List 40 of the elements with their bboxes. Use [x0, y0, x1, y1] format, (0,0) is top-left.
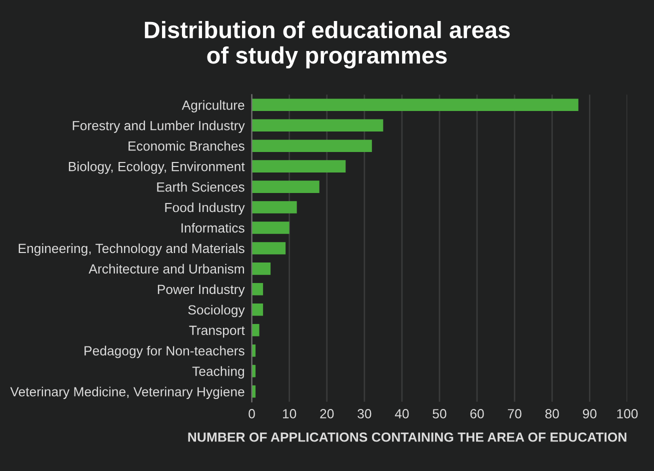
y-tick-label: Teaching: [192, 366, 244, 379]
x-tick-label: 20: [320, 409, 334, 418]
bar: [252, 262, 271, 275]
y-tick-label: Veterinary Medicine, Veterinary Hygiene: [10, 386, 244, 400]
y-tick-label: Power Industry: [158, 284, 245, 297]
y-tick-label: Food Industry: [165, 202, 245, 215]
bar: [252, 119, 384, 132]
bar: [252, 303, 264, 316]
bar: [252, 98, 578, 112]
chart-title: Distribution of educational areas of study programmes: [144, 20, 510, 69]
x-tick-label: 70: [508, 409, 522, 418]
x-tick-label: 10: [283, 409, 296, 418]
y-tick-label: Economic Branches: [128, 141, 244, 151]
bar: [252, 324, 260, 336]
x-tick-label: 90: [582, 409, 596, 418]
x-tick-label: 100: [617, 409, 638, 418]
x-tick-label: 50: [432, 409, 446, 418]
bar: [252, 140, 372, 152]
y-tick-label: Pedagogy for Non-teachers: [84, 346, 244, 358]
bar: [252, 242, 286, 254]
y-tick-label: Agriculture: [182, 100, 244, 112]
x-tick-label: 30: [358, 409, 372, 418]
x-tick-label: 0: [248, 409, 255, 418]
y-tick-label: Forestry and Lumber Industry: [72, 120, 245, 133]
y-tick-label: Earth Sciences: [157, 182, 244, 192]
bar: [252, 180, 320, 193]
bar: [252, 160, 346, 172]
x-tick-label: 80: [545, 409, 559, 418]
y-tick-label: Transport: [189, 326, 245, 338]
y-tick-label: Architecture and Urbanism: [88, 264, 244, 274]
x-axis-title: NUMBER OF APPLICATIONS CONTAINING THE AREA OF EDUCATION: [188, 432, 626, 442]
y-tick-label: Engineering, Technology and Materials: [18, 243, 244, 256]
bar: [252, 201, 297, 214]
y-tick-label: Biology, Ecology, Environment: [68, 162, 245, 174]
y-tick-label: Sociology: [188, 304, 245, 318]
bar: [252, 283, 264, 296]
x-tick-label: 60: [470, 409, 484, 418]
x-tick-label: 40: [394, 409, 409, 418]
bar: [252, 222, 290, 234]
y-tick-label: Informatics: [182, 222, 244, 233]
